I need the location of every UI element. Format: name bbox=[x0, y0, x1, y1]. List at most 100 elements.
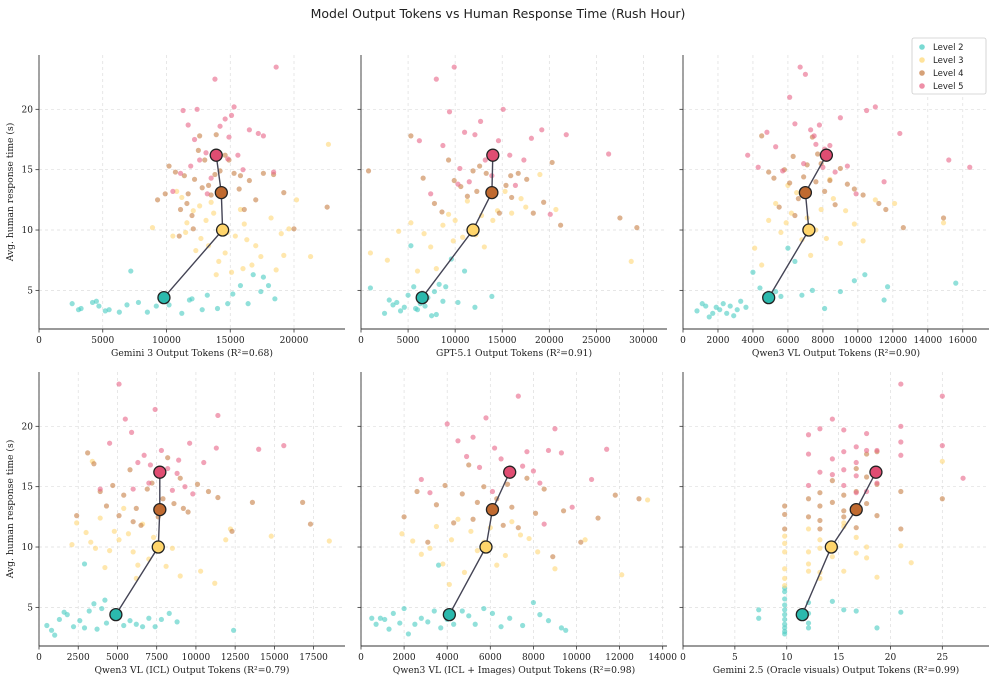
x-tick-label: 15000 bbox=[216, 336, 245, 346]
data-point bbox=[121, 622, 127, 629]
data-point bbox=[782, 625, 788, 631]
data-point bbox=[560, 508, 567, 514]
data-point bbox=[204, 292, 210, 298]
data-point bbox=[223, 537, 229, 543]
data-point bbox=[166, 302, 172, 308]
data-point bbox=[413, 305, 419, 312]
data-point bbox=[202, 157, 208, 163]
data-point bbox=[433, 266, 439, 272]
data-point bbox=[188, 163, 194, 169]
data-point bbox=[300, 499, 306, 505]
data-point bbox=[152, 624, 158, 630]
legend-marker bbox=[919, 57, 925, 63]
x-tick-label: 10000 bbox=[562, 653, 591, 663]
data-point bbox=[174, 619, 180, 625]
data-point bbox=[843, 208, 849, 214]
data-point bbox=[185, 509, 191, 515]
data-point bbox=[830, 196, 836, 202]
data-point bbox=[448, 537, 455, 543]
data-point bbox=[205, 488, 212, 495]
data-point bbox=[121, 492, 127, 498]
data-point bbox=[244, 237, 250, 243]
data-point bbox=[817, 517, 823, 524]
mean-trend-line bbox=[768, 154, 828, 298]
data-point bbox=[710, 310, 716, 316]
legend-marker bbox=[919, 70, 925, 76]
data-point bbox=[569, 504, 575, 510]
data-point bbox=[185, 122, 191, 128]
data-point bbox=[792, 121, 798, 127]
data-point bbox=[756, 607, 762, 613]
data-point bbox=[780, 168, 786, 174]
x-tick-label: 10000 bbox=[152, 336, 181, 346]
data-point bbox=[822, 188, 828, 194]
y-axis-label: Avg. human response time (s) bbox=[5, 440, 16, 580]
mean-marker bbox=[849, 502, 863, 517]
data-point bbox=[773, 144, 779, 150]
data-point bbox=[498, 456, 504, 462]
data-point bbox=[427, 490, 433, 496]
data-point bbox=[628, 258, 634, 265]
x-tick-label: 0 bbox=[36, 653, 42, 663]
data-point bbox=[816, 122, 822, 128]
series-level-4 bbox=[154, 132, 330, 239]
data-point bbox=[169, 545, 175, 551]
data-point bbox=[939, 496, 945, 502]
data-point bbox=[841, 508, 847, 514]
data-point bbox=[694, 308, 700, 314]
data-point bbox=[483, 415, 489, 421]
data-point bbox=[862, 272, 868, 278]
data-point bbox=[81, 561, 88, 567]
data-point bbox=[535, 549, 541, 555]
data-point bbox=[898, 609, 904, 615]
data-point bbox=[717, 307, 723, 313]
data-point bbox=[85, 450, 91, 456]
data-point bbox=[421, 231, 427, 237]
data-point bbox=[147, 462, 154, 468]
data-point bbox=[125, 531, 132, 537]
data-point bbox=[158, 616, 164, 623]
data-point bbox=[782, 540, 788, 547]
data-point bbox=[799, 292, 805, 298]
data-point bbox=[552, 426, 558, 432]
data-point bbox=[801, 174, 807, 180]
x-tick-label: 12000 bbox=[879, 336, 908, 346]
data-point bbox=[189, 296, 195, 302]
data-point bbox=[365, 168, 372, 174]
data-point bbox=[764, 129, 770, 135]
data-point bbox=[874, 625, 880, 631]
data-point bbox=[782, 607, 788, 613]
x-tick-label: 25000 bbox=[582, 336, 611, 346]
data-point bbox=[194, 481, 201, 487]
data-point bbox=[99, 605, 105, 612]
data-point bbox=[532, 510, 539, 516]
data-point bbox=[829, 478, 835, 484]
data-point bbox=[412, 621, 418, 627]
data-point bbox=[523, 204, 529, 210]
data-point bbox=[197, 203, 203, 209]
data-point bbox=[271, 169, 277, 175]
data-point bbox=[817, 426, 823, 432]
mean-marker bbox=[109, 607, 123, 622]
data-point bbox=[509, 519, 515, 525]
y-tick-label: 20 bbox=[22, 422, 34, 432]
data-point bbox=[91, 601, 97, 607]
data-point bbox=[74, 513, 80, 519]
data-point bbox=[492, 445, 498, 451]
series-level-5 bbox=[170, 64, 279, 197]
data-point bbox=[552, 566, 558, 572]
data-point bbox=[116, 309, 122, 315]
data-point bbox=[782, 583, 788, 589]
data-point bbox=[185, 191, 191, 197]
data-point bbox=[325, 141, 332, 147]
data-point bbox=[881, 179, 887, 185]
data-point bbox=[78, 305, 84, 312]
data-point bbox=[829, 416, 835, 422]
data-point bbox=[470, 434, 476, 440]
data-point bbox=[149, 225, 156, 231]
data-point bbox=[127, 618, 133, 624]
data-point bbox=[805, 549, 812, 555]
data-point bbox=[231, 104, 237, 110]
data-point bbox=[135, 562, 141, 568]
data-point bbox=[898, 452, 904, 458]
